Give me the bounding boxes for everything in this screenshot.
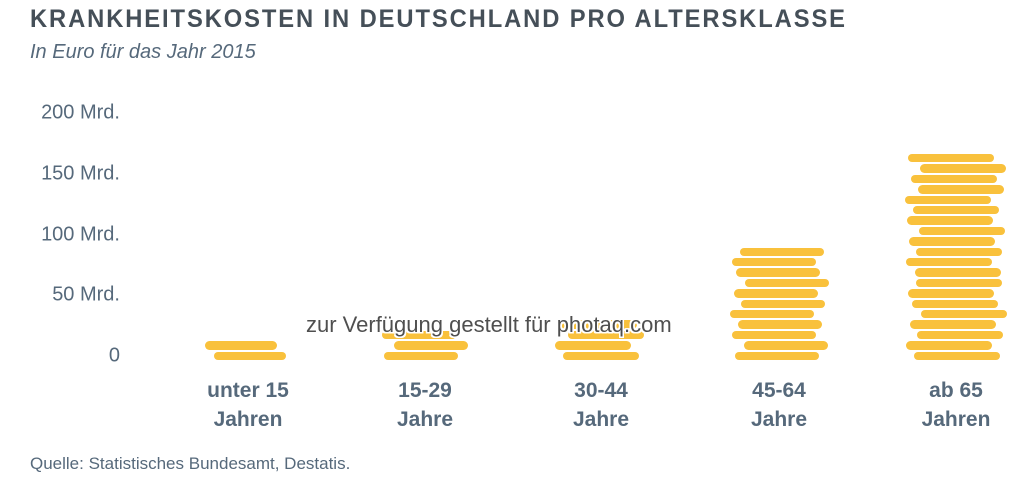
chart-subtitle: In Euro für das Jahr 2015 (30, 41, 256, 63)
y-axis-tick-label: 100 Mrd. (41, 223, 120, 245)
coin-icon (394, 341, 468, 350)
coin-icon (561, 320, 637, 329)
coin-stack-5 (896, 0, 1016, 496)
x-axis-label-5: ab 65 Jahren (876, 376, 1024, 434)
x-axis-label-4: 45-64 Jahre (699, 376, 859, 434)
coin-stack-2 (365, 0, 485, 496)
coin-icon (905, 195, 991, 204)
coin-icon (918, 185, 1004, 194)
coin-icon (913, 205, 999, 215)
coin-icon (563, 351, 639, 360)
coin-icon (912, 299, 998, 308)
coin-icon (906, 341, 992, 350)
coin-icon (906, 257, 992, 267)
coin-icon (744, 341, 828, 350)
x-axis-label-line: unter 15 (207, 379, 289, 402)
coin-icon (910, 320, 996, 329)
coin-icon (916, 278, 1002, 288)
coin-icon (384, 351, 458, 360)
coin-icon (214, 351, 286, 360)
y-axis-tick-label: 0 (108, 344, 120, 367)
coin-icon (911, 174, 997, 184)
coin-icon (921, 309, 1007, 319)
coin-icon (741, 299, 825, 308)
coin-icon (907, 216, 993, 225)
source-note: Quelle: Statistisches Bundesamt, Destati… (30, 454, 351, 473)
coin-icon (908, 153, 994, 163)
y-axis-tick-label: 150 Mrd. (41, 162, 120, 185)
x-axis-label-line: ab 65 (929, 379, 983, 402)
coin-icon (382, 330, 456, 340)
coin-stack-4 (719, 0, 839, 496)
x-axis-label-line: 30-44 (574, 379, 628, 402)
coin-icon (730, 309, 814, 319)
coin-icon (732, 257, 816, 267)
coin-icon (745, 278, 829, 288)
coin-icon (908, 289, 994, 298)
x-axis-label-line: 45-64 (752, 379, 806, 402)
x-axis-label-2: 15-29 Jahre (345, 376, 505, 434)
coin-icon (732, 330, 816, 340)
coin-icon (915, 268, 1001, 277)
coin-icon (914, 351, 1000, 360)
x-axis-label-line: Jahren (921, 408, 991, 431)
coin-icon (917, 330, 1003, 340)
coin-icon (555, 341, 631, 350)
coin-icon (735, 351, 819, 360)
chart-title: KRANKHEITSKOSTEN IN DEUTSCHLAND PRO ALTE… (30, 5, 847, 33)
coin-icon (738, 320, 822, 329)
x-axis-label-3: 30-44 Jahre (521, 376, 681, 434)
coin-icon (916, 247, 1002, 256)
coin-icon (205, 341, 277, 350)
x-axis-label-line: Jahre (750, 408, 808, 431)
coin-stack-1 (188, 0, 308, 496)
coin-icon (909, 237, 995, 246)
x-axis-label-line: 15-29 (398, 379, 452, 402)
coin-icon (740, 247, 824, 256)
y-axis-tick-label: 50 Mrd. (52, 283, 120, 306)
x-axis-label-line: Jahre (396, 408, 454, 431)
coin-icon (734, 289, 818, 298)
x-axis-label-line: Jahren (213, 408, 283, 431)
coin-icon (920, 164, 1006, 173)
watermark-text: zur Verfügung gestellt für photaq.com (306, 312, 672, 337)
y-axis-tick-label: 200 Mrd. (41, 101, 120, 124)
x-axis-label-line: Jahre (572, 408, 630, 431)
coin-icon (919, 226, 1005, 236)
coin-icon (736, 268, 820, 277)
coin-stack-3 (541, 0, 661, 496)
coin-icon (568, 330, 644, 340)
x-axis-label-1: unter 15 Jahren (168, 376, 328, 434)
